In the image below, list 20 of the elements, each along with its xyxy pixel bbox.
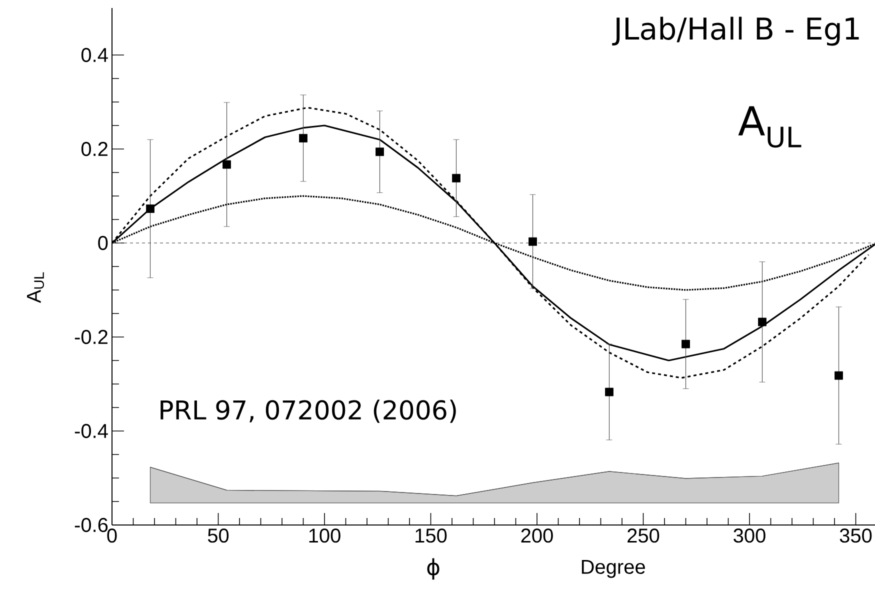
y-tick-label: 0.2 xyxy=(81,142,108,156)
y-axis-title: A$_{UL}$ xyxy=(27,272,44,304)
y-tick-label: -0.4 xyxy=(74,424,108,438)
x-tick-label: 0 xyxy=(107,528,117,543)
annotation: A$_{UL}$ xyxy=(738,106,802,148)
annotation: JLab/Hall B - Eg1 xyxy=(612,16,859,46)
x-tick-label: 200 xyxy=(521,528,553,543)
x-tick-label: 100 xyxy=(309,528,340,543)
y-tick-label: 0 xyxy=(98,236,108,250)
x-tick-label: 150 xyxy=(416,528,447,543)
x-tick-label: 350 xyxy=(840,528,872,543)
text: Degree xyxy=(582,560,645,578)
x-axis-title: ϕ xyxy=(427,558,440,580)
y-tick-label: 0.4 xyxy=(81,48,108,62)
y-tick-label: -0.2 xyxy=(74,330,108,344)
annotation: PRL 97, 072002 (2006) xyxy=(160,400,456,423)
x-tick-label: 50 xyxy=(208,528,229,543)
x-tick-label: 300 xyxy=(734,528,766,543)
y-tick-label: -0.6 xyxy=(74,518,108,532)
x-tick-label: 250 xyxy=(628,528,660,543)
